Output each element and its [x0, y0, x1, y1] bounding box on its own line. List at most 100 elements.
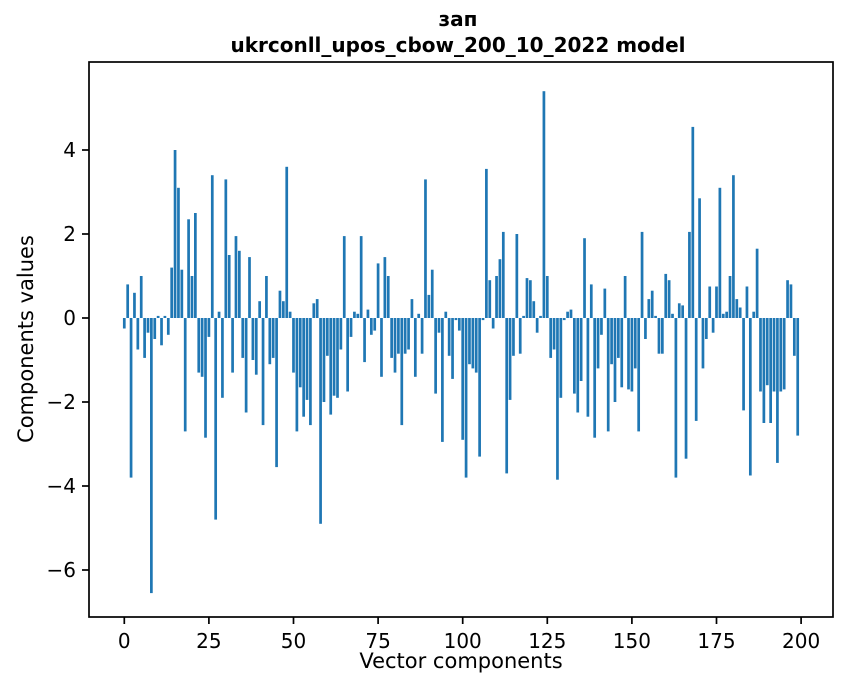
bar — [261, 318, 265, 426]
bar — [468, 318, 471, 365]
bar — [325, 318, 329, 356]
bar — [322, 318, 326, 402]
x-tick-label: 50 — [281, 629, 306, 653]
bar — [126, 284, 130, 318]
bar — [562, 318, 566, 321]
x-tick-label: 75 — [365, 629, 390, 653]
y-tick-label: −4 — [47, 474, 76, 498]
bar — [542, 91, 546, 318]
bar — [576, 318, 580, 413]
bar — [674, 318, 678, 478]
bar — [373, 318, 377, 331]
bar — [495, 276, 498, 318]
bar — [708, 286, 712, 318]
bar — [613, 318, 617, 402]
bar — [579, 318, 583, 381]
y-tick-label: 2 — [63, 222, 76, 246]
bar — [596, 318, 600, 369]
bar — [593, 318, 597, 438]
bar — [173, 150, 177, 318]
bar — [366, 309, 370, 318]
bar — [681, 305, 685, 318]
bar — [160, 318, 163, 346]
bar — [478, 318, 481, 457]
bar — [664, 273, 668, 318]
bar — [789, 284, 793, 318]
bar — [556, 318, 559, 480]
bar — [559, 318, 563, 398]
bar — [654, 315, 657, 318]
bar — [136, 318, 140, 350]
bar — [535, 318, 539, 333]
bar — [312, 303, 316, 318]
x-tick-label: 100 — [444, 629, 482, 653]
bar — [170, 267, 174, 318]
bar — [589, 284, 593, 318]
bar — [718, 187, 722, 318]
bar — [644, 318, 647, 339]
bar — [227, 255, 231, 318]
bar — [177, 187, 180, 318]
bar — [569, 309, 573, 318]
bar — [745, 286, 749, 318]
bar — [410, 299, 414, 318]
bar — [265, 276, 268, 318]
bar — [765, 318, 769, 386]
bar — [566, 311, 569, 318]
bar — [207, 318, 211, 337]
bar — [204, 318, 207, 438]
bar — [271, 318, 275, 358]
bar — [241, 318, 245, 358]
bar — [305, 318, 309, 400]
bar — [650, 290, 654, 318]
bar — [403, 318, 407, 354]
bar — [156, 315, 160, 318]
bar — [661, 318, 664, 354]
bar — [498, 259, 502, 318]
chart-title-line1: зап — [439, 7, 478, 31]
bar — [441, 318, 444, 442]
bar — [782, 318, 786, 390]
bar — [187, 219, 190, 318]
bar — [786, 280, 789, 318]
bar — [505, 318, 509, 474]
bar — [677, 303, 681, 318]
bar — [248, 257, 251, 318]
bar — [491, 318, 495, 329]
bar — [454, 318, 458, 321]
bar — [711, 318, 715, 333]
bar — [728, 276, 732, 318]
bar — [346, 318, 349, 392]
bar — [133, 292, 136, 318]
bar — [329, 318, 333, 415]
bar — [288, 311, 292, 318]
x-tick-label: 25 — [196, 629, 221, 653]
bar — [258, 301, 262, 318]
x-tick-label: 200 — [782, 629, 820, 653]
bar — [359, 236, 363, 318]
bar — [552, 318, 556, 350]
bar — [194, 213, 197, 318]
bar — [163, 315, 167, 318]
bar — [640, 231, 644, 318]
bar — [298, 318, 302, 388]
bar — [715, 286, 718, 318]
bar — [545, 276, 549, 318]
bar — [400, 318, 404, 426]
bar — [471, 318, 475, 369]
bar — [319, 318, 322, 524]
bar — [617, 318, 620, 358]
bar — [430, 269, 434, 318]
bar — [725, 311, 729, 318]
bar — [684, 318, 688, 459]
bar — [485, 168, 488, 318]
bar — [238, 250, 241, 318]
bar — [583, 238, 586, 318]
x-axis-label: Vector components — [359, 649, 562, 673]
bar — [224, 179, 228, 318]
bar — [779, 318, 783, 392]
bar — [627, 318, 630, 390]
bar — [353, 311, 356, 318]
bar — [769, 318, 772, 423]
